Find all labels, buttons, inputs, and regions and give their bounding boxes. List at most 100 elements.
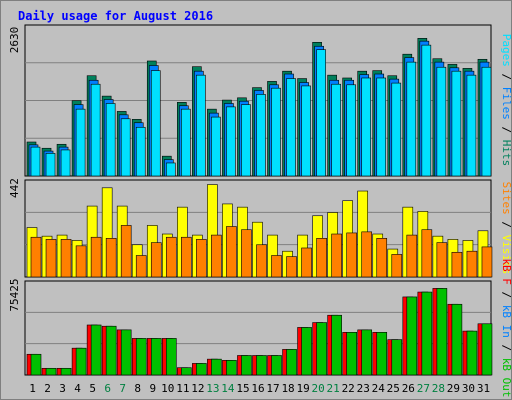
x-tick-label: 30 (462, 382, 475, 395)
bar-sites (466, 250, 478, 278)
bar-pages (226, 106, 236, 177)
y-max-label: 442 (8, 178, 21, 198)
bar-pages (406, 61, 417, 177)
bar-sites (90, 236, 102, 278)
x-tick-label: 14 (221, 382, 235, 395)
x-tick-label: 12 (191, 382, 204, 395)
bar-pages (361, 77, 372, 177)
x-tick-label: 1 (29, 382, 36, 395)
bar-kb-out (150, 338, 162, 376)
bar-sites (271, 255, 282, 278)
bar-pages (346, 84, 356, 177)
bar-sites (105, 238, 117, 278)
legend-entry-files: Files (500, 87, 512, 120)
bar-sites (361, 231, 373, 278)
x-tick-label: 16 (251, 382, 264, 395)
legend-separator: / (500, 215, 512, 235)
legend-entry-pages: Pages (500, 34, 512, 67)
bar-sites (346, 232, 357, 278)
bar-kb-out (105, 325, 117, 376)
legend-entry-kb-in: kB In (500, 305, 512, 338)
bar-kb-out (361, 329, 373, 376)
x-tick-label: 15 (236, 382, 249, 395)
bar-sites (75, 245, 87, 278)
x-tick-label: 2 (44, 382, 51, 395)
bar-sites (256, 244, 267, 278)
x-tick-label: 21 (327, 382, 340, 395)
x-tick-label: 26 (402, 382, 415, 395)
bar-sites (196, 239, 207, 278)
bar-sites (286, 256, 297, 278)
bar-sites (211, 234, 222, 278)
x-tick-label: 11 (176, 382, 189, 395)
bar-kb-out (316, 322, 327, 376)
legend: kB F / kB In / kB Out (500, 258, 512, 397)
bar-pages (436, 66, 447, 177)
bar-sites (45, 239, 57, 278)
bar-sites (421, 229, 433, 278)
bar-sites (165, 236, 177, 278)
y-max-label: 75425 (8, 278, 21, 311)
x-tick-label: 20 (312, 382, 325, 395)
legend-separator: / (500, 285, 512, 305)
bar-kb-out (436, 288, 448, 376)
bar-kb-out (196, 363, 207, 376)
bar-kb-out (241, 355, 252, 376)
x-tick-label: 24 (372, 382, 386, 395)
bar-pages (331, 83, 341, 177)
bar-pages (45, 153, 56, 177)
bar-sites (481, 246, 493, 278)
legend: Pages / Files / Hits (500, 34, 512, 167)
bar-kb-out (331, 314, 342, 376)
bar-kb-out (45, 367, 57, 376)
legend-entry-kb-out: kB Out (500, 358, 512, 398)
bar-pages (376, 77, 387, 177)
legend-entry-visits: Visits (500, 235, 512, 275)
bar-pages (451, 70, 462, 177)
bar-sites (120, 225, 132, 278)
x-tick-label: 27 (417, 382, 430, 395)
x-tick-label: 10 (161, 382, 174, 395)
chart-title: Daily usage for August 2016 (18, 9, 213, 23)
x-tick-label: 4 (74, 382, 81, 395)
bar-sites (316, 238, 327, 278)
bar-pages (391, 82, 402, 177)
bar-pages (271, 87, 281, 177)
bar-kb-out (451, 303, 463, 376)
bar-kb-out (421, 291, 433, 376)
bar-pages (135, 126, 146, 177)
bar-kb-out (211, 358, 222, 376)
x-tick-label: 23 (357, 382, 370, 395)
legend: Sites / Visits (500, 182, 512, 275)
x-tick-label: 31 (477, 382, 490, 395)
x-tick-label: 6 (104, 382, 111, 395)
bar-sites (60, 239, 72, 278)
bar-pages (301, 85, 311, 177)
x-tick-label: 9 (149, 382, 156, 395)
x-tick-label: 25 (387, 382, 400, 395)
bar-kb-out (135, 338, 147, 376)
bar-pages (30, 146, 41, 177)
bar-kb-out (271, 355, 282, 376)
bar-kb-out (466, 330, 478, 376)
bar-sites (135, 255, 147, 278)
bar-pages (481, 66, 492, 177)
bar-pages (165, 162, 176, 177)
x-tick-label: 28 (432, 382, 445, 395)
bar-pages (75, 108, 86, 177)
x-tick-label: 22 (342, 382, 355, 395)
bar-kb-out (391, 339, 403, 376)
bar-pages (150, 70, 161, 177)
bar-pages (256, 94, 266, 177)
x-tick-label: 17 (266, 382, 279, 395)
bar-pages (286, 78, 296, 177)
bar-sites (241, 229, 252, 278)
bar-sites (301, 247, 312, 278)
legend-separator: / (500, 67, 512, 87)
bar-pages (90, 83, 101, 177)
bar-pages (105, 103, 116, 177)
bar-pages (241, 104, 251, 177)
x-tick-label: 5 (89, 382, 96, 395)
bar-pages (196, 74, 206, 177)
